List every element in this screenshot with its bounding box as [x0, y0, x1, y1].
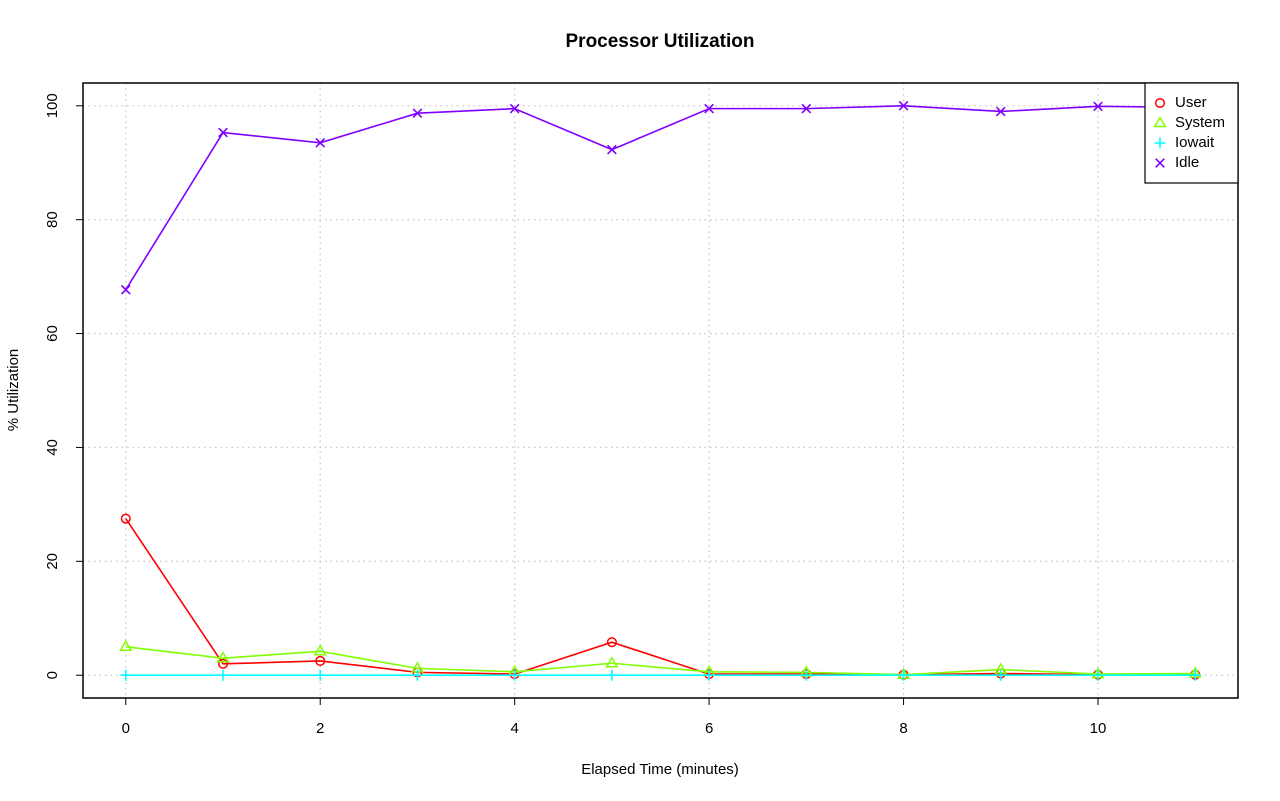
point [995, 669, 1007, 681]
point [898, 100, 909, 111]
legend-marker [1155, 158, 1165, 168]
point [1093, 101, 1103, 112]
series-line [125, 645, 1196, 676]
legend-label: System [1175, 114, 1225, 131]
point [509, 669, 521, 681]
legend-marker [1153, 116, 1167, 128]
point [120, 669, 132, 681]
legend-box [1144, 82, 1239, 184]
point [801, 103, 812, 114]
legend-label: User [1175, 94, 1207, 111]
series-line [125, 104, 1196, 291]
legend-marker [1154, 137, 1166, 149]
point [120, 513, 131, 524]
x-tick-label: 8 [899, 720, 907, 737]
point [898, 669, 910, 681]
point [315, 655, 326, 667]
point [315, 137, 326, 148]
y-tick-label: 60 [44, 325, 61, 342]
y-tick-label: 80 [44, 211, 61, 228]
y-tick-label: 40 [44, 439, 61, 456]
x-tick-label: 10 [1090, 720, 1107, 737]
x-tick-label: 2 [316, 720, 324, 737]
point [800, 669, 812, 681]
point [218, 127, 228, 138]
point [217, 658, 229, 669]
point [119, 639, 133, 651]
point [1189, 669, 1201, 681]
point [606, 637, 617, 648]
point [216, 651, 230, 663]
chart-title: Processor Utilization [566, 31, 755, 52]
point [703, 669, 715, 681]
point [995, 106, 1006, 117]
y-axis-label: % Utilization [5, 349, 22, 432]
point [314, 669, 326, 681]
y-tick-label: 20 [44, 553, 61, 570]
point [704, 103, 714, 114]
point [217, 669, 229, 681]
point [411, 669, 423, 681]
x-tick-label: 0 [122, 720, 130, 737]
point [412, 108, 423, 119]
x-tick-label: 4 [510, 720, 518, 737]
point [1092, 669, 1104, 681]
point [605, 656, 619, 668]
legend-label: Iowait [1175, 134, 1215, 151]
y-tick-label: 0 [44, 671, 61, 679]
series-line [125, 518, 1196, 676]
y-tick-label: 100 [44, 93, 61, 118]
x-axis-label: Elapsed Time (minutes) [581, 761, 739, 778]
plot-frame [82, 82, 1239, 699]
x-tick-label: 6 [705, 720, 713, 737]
point [313, 644, 327, 656]
legend-marker [1154, 97, 1166, 109]
point [607, 144, 617, 155]
point [120, 284, 131, 295]
legend-label: Idle [1175, 154, 1199, 171]
point [509, 103, 520, 114]
point [606, 669, 618, 681]
